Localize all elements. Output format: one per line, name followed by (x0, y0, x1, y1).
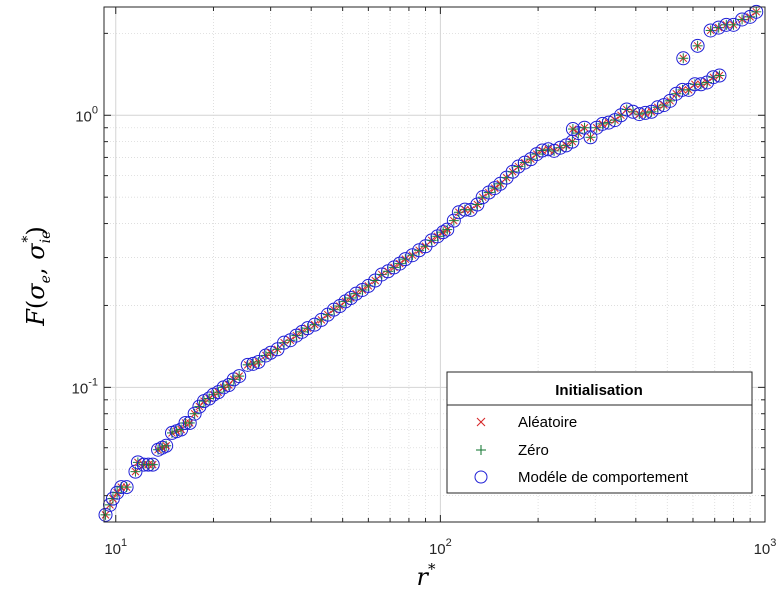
data-point (523, 152, 538, 167)
circle-marker (703, 23, 718, 38)
circle-marker (145, 457, 160, 472)
y-tick-label: 100 (75, 104, 98, 125)
circle-marker (470, 197, 485, 212)
data-point (392, 256, 407, 271)
data-point (192, 399, 207, 414)
y-tick-label: 10-1 (72, 376, 98, 397)
data-point (541, 142, 556, 157)
data-point (712, 68, 727, 83)
data-point (332, 299, 347, 314)
circle-marker (523, 152, 538, 167)
circle-marker (690, 38, 705, 53)
circle-marker (221, 378, 236, 393)
x-tick-label: 102 (429, 537, 452, 558)
circle-marker (712, 68, 727, 83)
circle-marker (232, 369, 247, 384)
circle-marker (98, 507, 113, 522)
circle-marker (332, 299, 347, 314)
y-axis-label: F(σe, σie*) (20, 226, 54, 327)
data-point (470, 197, 485, 212)
data-point (197, 394, 212, 409)
data-point (232, 369, 247, 384)
circle-marker (440, 222, 455, 237)
data-point (128, 464, 143, 479)
data-point (690, 38, 705, 53)
circle-marker (726, 17, 741, 32)
circle-marker (565, 122, 580, 137)
legend-label-aleatoire: Aléatoire (518, 414, 577, 431)
data-point (221, 378, 236, 393)
circle-marker (159, 438, 174, 453)
data-point (583, 130, 598, 145)
plot-frame (103, 6, 766, 523)
data-point (159, 438, 174, 453)
data-point (749, 4, 764, 19)
x-tick-label: 101 (104, 537, 127, 558)
circle-marker (343, 291, 358, 306)
data-point (300, 321, 315, 336)
circle-marker (553, 140, 568, 155)
data-point (676, 51, 691, 66)
circle-marker-icon (474, 470, 488, 484)
data-point (145, 457, 160, 472)
legend-label-zero: Zéro (518, 442, 549, 459)
data-point (481, 185, 496, 200)
circle-marker (749, 4, 764, 19)
data-point (98, 507, 113, 522)
circle-marker (735, 12, 750, 27)
legend-item-aleatoire: Aléatoire (476, 414, 577, 431)
axis-ticks: 101 102 103 10-1 100 (72, 7, 777, 558)
data-point (424, 233, 439, 248)
data-point (703, 23, 718, 38)
circle-marker (211, 385, 226, 400)
circle-marker (192, 399, 207, 414)
x-axis-label: r* (417, 560, 436, 591)
legend: Initialisation Aléatoire Zéro Modéle de … (446, 371, 753, 494)
circle-marker (187, 406, 202, 421)
circle-marker (300, 321, 315, 336)
data-point (577, 120, 592, 135)
legend-item-modele: Modéle de comportement (474, 469, 689, 486)
legend-box (446, 371, 753, 494)
data-points (98, 4, 764, 522)
circle-marker (119, 480, 134, 495)
data-point (430, 229, 445, 244)
data-point (398, 252, 413, 267)
circle-marker (446, 213, 461, 228)
plus-marker-icon (476, 445, 486, 455)
legend-title: Initialisation (555, 382, 643, 399)
data-point (182, 415, 197, 430)
data-point (314, 312, 329, 327)
data-point (119, 480, 134, 495)
data-point (251, 354, 266, 369)
legend-label-modele: Modéle de comportement (518, 469, 689, 486)
circle-marker (130, 455, 145, 470)
data-point (589, 120, 604, 135)
circle-marker (392, 256, 407, 271)
circle-marker (541, 142, 556, 157)
data-point (440, 222, 455, 237)
legend-item-zero: Zéro (476, 442, 549, 459)
data-point (735, 12, 750, 27)
data-point (565, 134, 580, 149)
circle-marker (398, 252, 413, 267)
data-point (565, 122, 580, 137)
circle-marker (505, 164, 520, 179)
x-marker-icon (476, 417, 486, 427)
data-point (211, 385, 226, 400)
data-point (711, 20, 726, 35)
circle-marker (182, 415, 197, 430)
x-tick-label: 103 (754, 537, 777, 558)
circle-marker (711, 20, 726, 35)
circle-marker (676, 51, 691, 66)
